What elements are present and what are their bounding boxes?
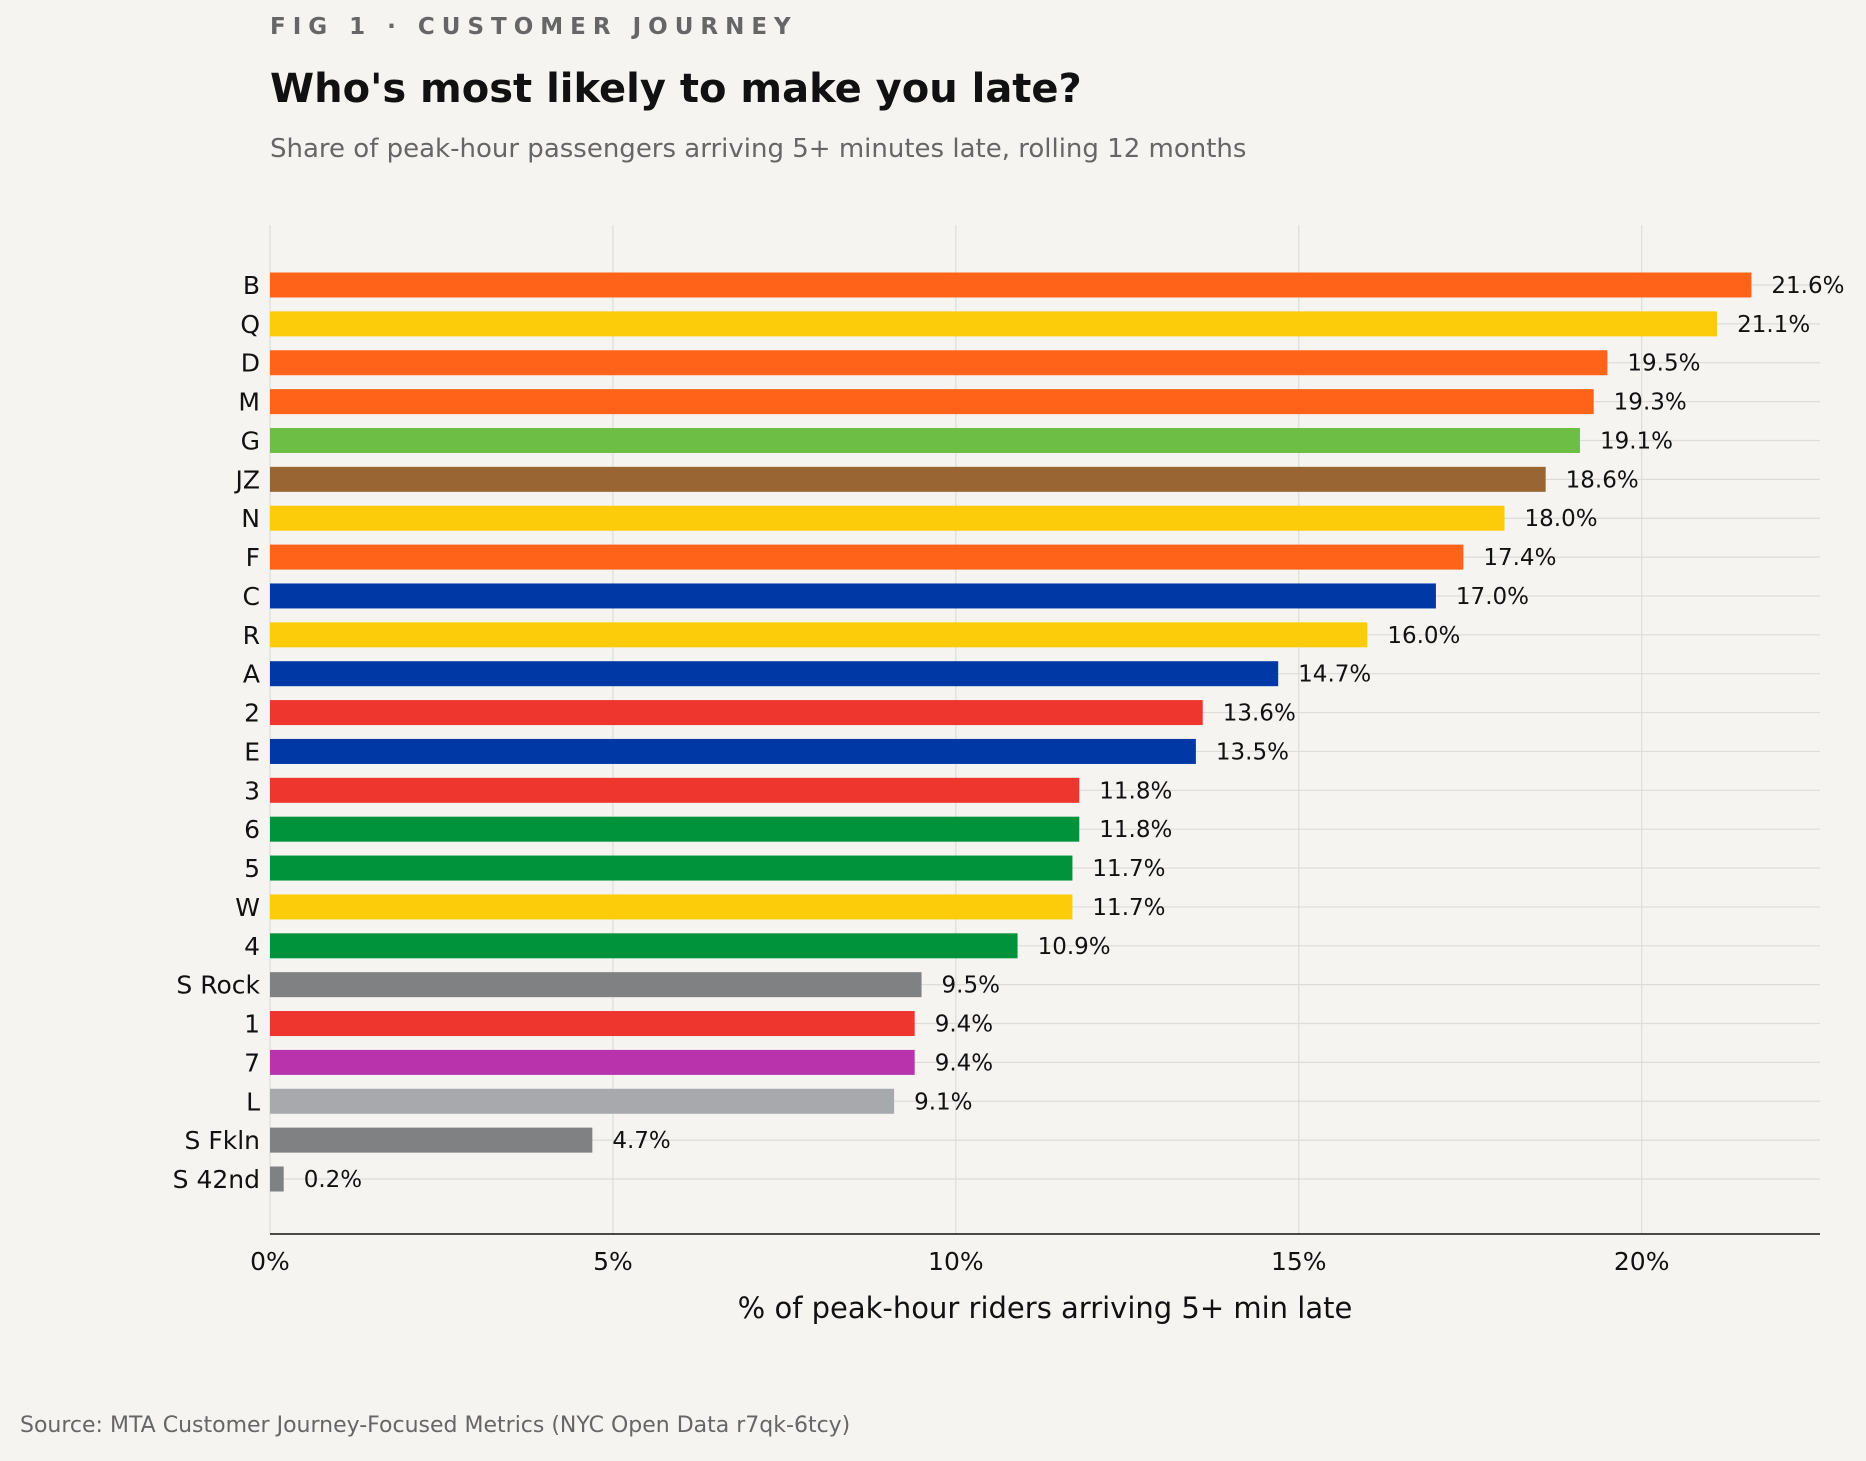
y-tick-label: D [241, 349, 260, 378]
bar [270, 583, 1436, 609]
bar-value-label: 21.6% [1771, 273, 1844, 299]
bar [270, 1127, 593, 1153]
bar [270, 661, 1279, 687]
x-tick-label: 0% [250, 1247, 290, 1276]
bar-value-label: 17.4% [1483, 545, 1556, 571]
bar [270, 894, 1073, 920]
bar-value-label: 18.0% [1525, 506, 1598, 532]
y-tick-label: R [243, 621, 260, 650]
gridlines [269, 225, 1820, 1234]
x-tick-label: 10% [928, 1247, 984, 1276]
bar-value-label: 9.4% [935, 1012, 993, 1038]
x-axis-title: % of peak-hour riders arriving 5+ min la… [738, 1291, 1353, 1325]
bar [270, 972, 922, 998]
bar-value-label: 13.5% [1216, 739, 1289, 765]
y-tick-label: S 42nd [173, 1165, 260, 1194]
bar-value-label: 11.7% [1092, 895, 1165, 921]
bars [270, 272, 1752, 1192]
bar [270, 1049, 915, 1075]
bar [270, 622, 1368, 648]
bar-value-label: 4.7% [612, 1128, 670, 1154]
bar-value-label: 11.8% [1099, 778, 1172, 804]
bar-value-label: 18.6% [1566, 467, 1639, 493]
y-tick-label: Q [240, 310, 260, 339]
y-tick-label: B [243, 271, 260, 300]
y-tick-label: S Fkln [185, 1126, 260, 1155]
x-tick-label: 5% [593, 1247, 633, 1276]
bar [270, 272, 1752, 298]
x-tick-label: 20% [1614, 1247, 1670, 1276]
y-tick-label: 2 [244, 699, 260, 728]
bar-value-label: 16.0% [1387, 623, 1460, 649]
chart-subtitle: Share of peak-hour passengers arriving 5… [270, 134, 1247, 164]
bar-value-label: 17.0% [1456, 584, 1529, 610]
bar-value-label: 11.7% [1092, 856, 1165, 882]
bar [270, 350, 1608, 376]
y-tick-label: E [244, 737, 260, 766]
labels: 0% 5% 10% 15% 20%B 21.6%Q 21.1%D 19.5%M 19.3%G 19… [173, 271, 1845, 1276]
y-tick-label: 6 [244, 815, 260, 844]
bar-value-label: 9.4% [935, 1050, 993, 1076]
bar [270, 855, 1073, 881]
bar [270, 311, 1718, 337]
bar-value-label: 11.8% [1099, 817, 1172, 843]
bar-value-label: 9.1% [914, 1089, 972, 1115]
bar [270, 505, 1505, 531]
bar-value-label: 13.6% [1223, 701, 1296, 727]
bar [270, 544, 1464, 570]
y-tick-label: C [243, 582, 260, 611]
figure-kicker: FIG 1 · CUSTOMER JOURNEY [270, 14, 798, 40]
bar [270, 738, 1196, 764]
y-tick-label: M [238, 388, 260, 417]
bar-value-label: 10.9% [1038, 934, 1111, 960]
y-tick-label: 5 [244, 854, 260, 883]
y-tick-label: JZ [234, 465, 261, 494]
bar [270, 427, 1580, 453]
bar [270, 1166, 284, 1192]
bar-value-label: 21.1% [1737, 312, 1810, 338]
y-tick-label: W [235, 893, 260, 922]
bar-value-label: 19.3% [1614, 390, 1687, 416]
bar [270, 700, 1203, 726]
bar-value-label: 0.2% [304, 1167, 362, 1193]
y-tick-label: N [241, 504, 260, 533]
y-tick-label: A [243, 660, 260, 689]
bar [270, 777, 1080, 803]
y-tick-label: 4 [244, 932, 260, 961]
bar [270, 933, 1018, 959]
chart-title: Who's most likely to make you late? [270, 66, 1082, 112]
y-tick-label: S Rock [176, 971, 260, 1000]
bar-value-label: 19.5% [1627, 351, 1700, 377]
y-tick-label: 1 [244, 1010, 260, 1039]
bar [270, 389, 1594, 415]
bar [270, 1088, 895, 1114]
y-tick-label: 3 [244, 776, 260, 805]
y-tick-label: F [246, 543, 260, 572]
y-tick-label: G [241, 426, 260, 455]
bar-value-label: 14.7% [1298, 662, 1371, 688]
source-note: Source: MTA Customer Journey-Focused Met… [20, 1413, 851, 1438]
x-tick-label: 15% [1271, 1247, 1327, 1276]
y-tick-label: 7 [244, 1048, 260, 1077]
bar [270, 466, 1546, 492]
y-tick-label: L [246, 1087, 260, 1116]
bar-value-label: 19.1% [1600, 428, 1673, 454]
bar [270, 1011, 915, 1037]
bar [270, 816, 1080, 842]
bar-value-label: 9.5% [942, 973, 1000, 999]
